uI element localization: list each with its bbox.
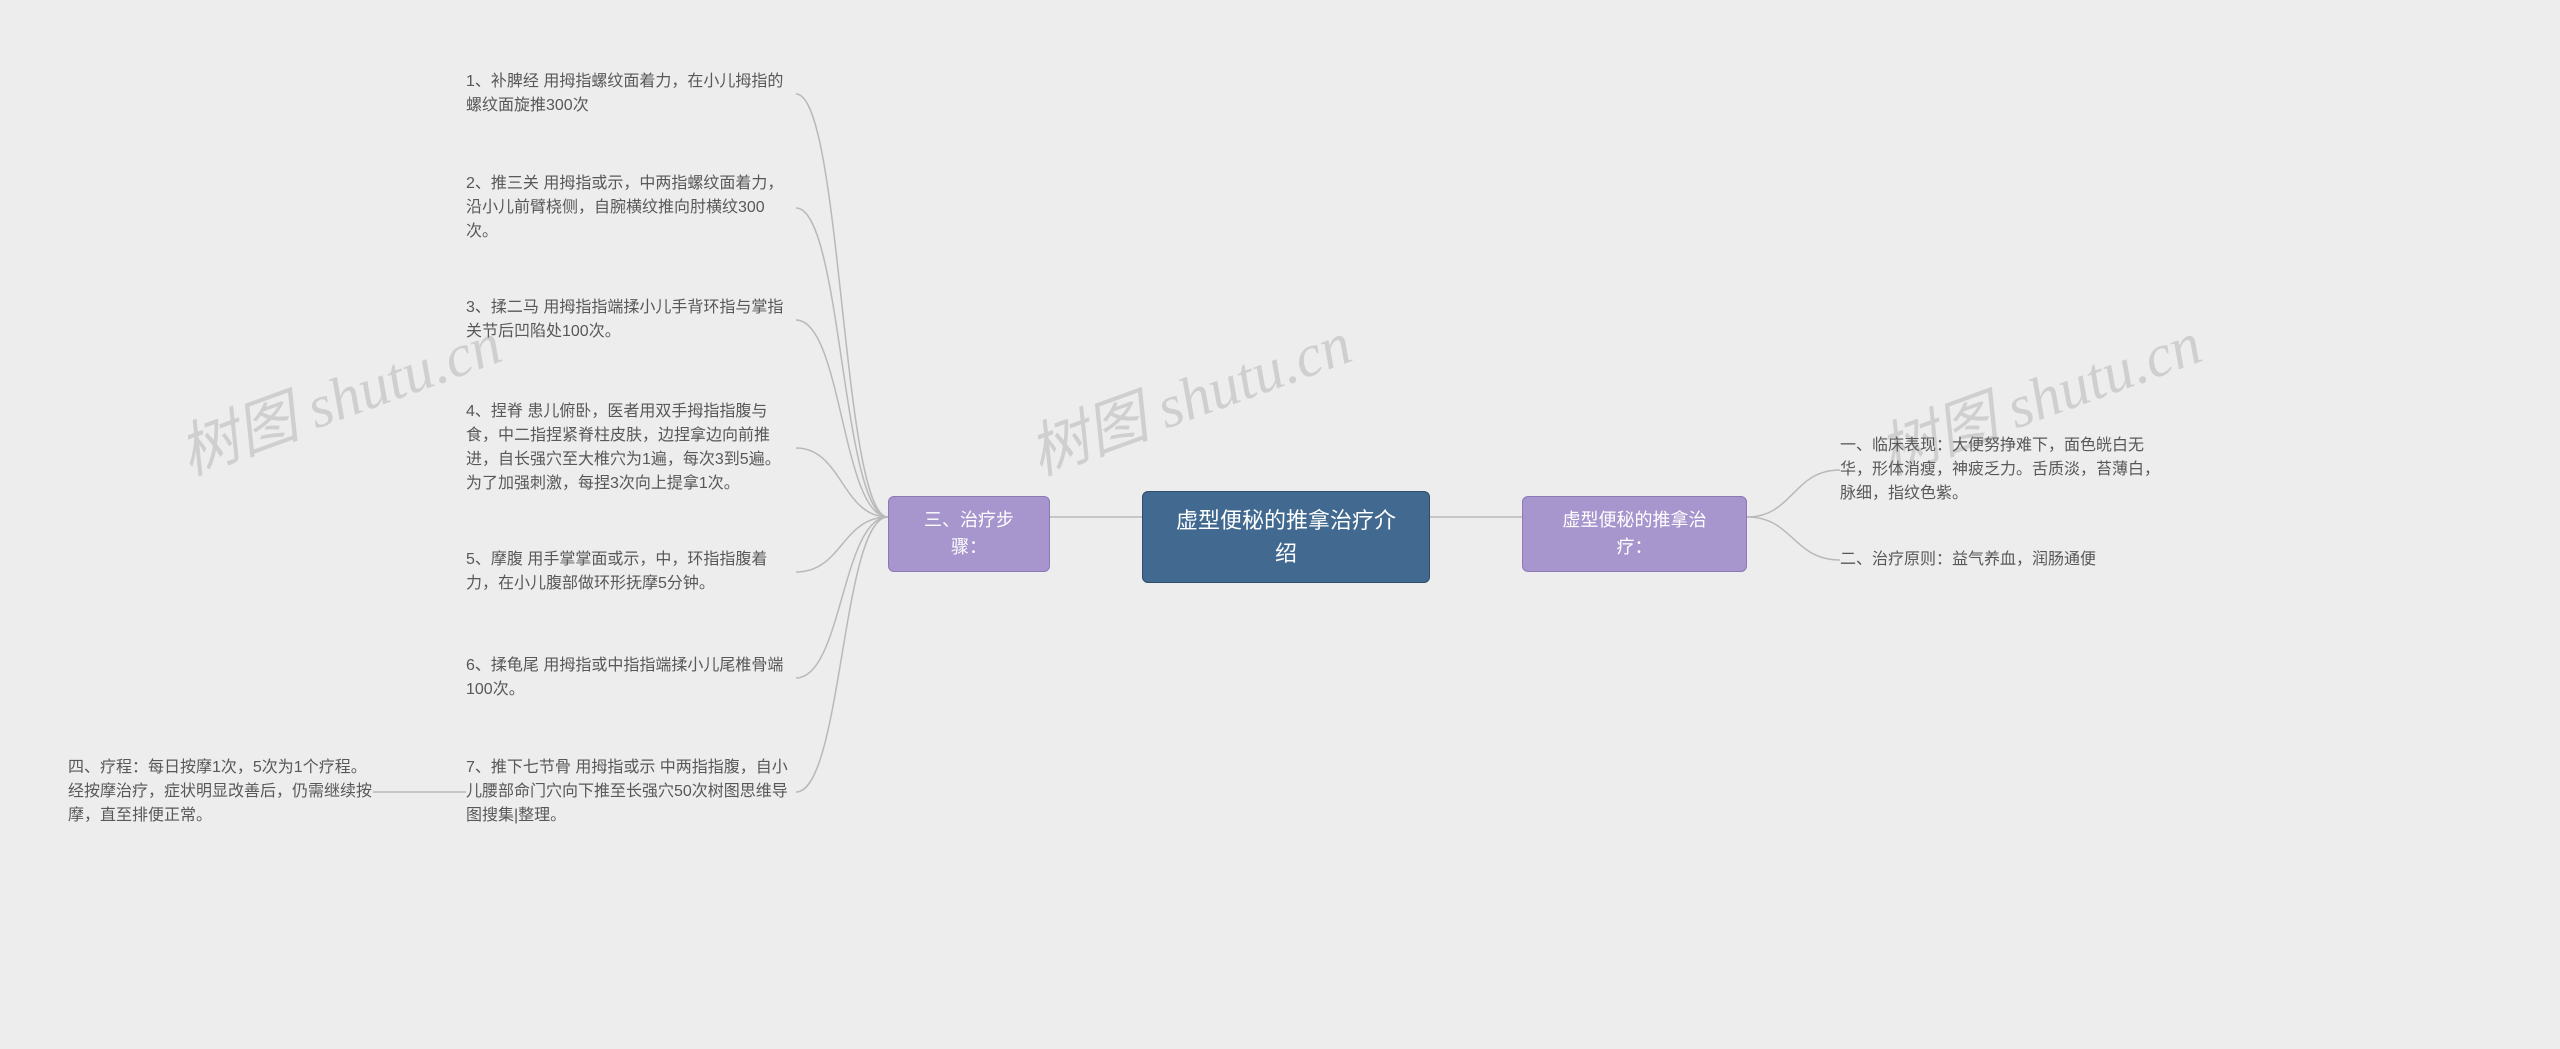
watermark-2: 树图 shutu.cn: [1015, 295, 1361, 492]
left-leaf-2: 2、推三关 用拇指或示，中两指螺纹面着力，沿小儿前臂桡侧，自腕横纹推向肘横纹30…: [466, 172, 796, 244]
left-leaf-7-child: 四、疗程：每日按摩1次，5次为1个疗程。经按摩治疗，症状明显改善后，仍需继续按摩…: [68, 756, 373, 828]
watermark-1: 树图 shutu.cn: [165, 295, 511, 492]
root-node[interactable]: 虚型便秘的推拿治疗介绍: [1142, 491, 1430, 583]
right-leaf-2: 二、治疗原则：益气养血，润肠通便: [1840, 548, 2140, 572]
left-leaf-3: 3、揉二马 用拇指指端揉小儿手背环指与掌指关节后凹陷处100次。: [466, 296, 796, 344]
branch-left[interactable]: 三、治疗步骤：: [888, 496, 1050, 572]
left-leaf-7: 7、推下七节骨 用拇指或示 中两指指腹，自小儿腰部命门穴向下推至长强穴50次树图…: [466, 756, 796, 828]
right-leaf-1: 一、临床表现：大便努挣难下，面色㿠白无华，形体消瘦，神疲乏力。舌质淡，苔薄白，脉…: [1840, 434, 2170, 506]
left-leaf-6: 6、揉龟尾 用拇指或中指指端揉小儿尾椎骨端100次。: [466, 654, 796, 702]
left-leaf-4: 4、捏脊 患儿俯卧，医者用双手拇指指腹与食，中二指捏紧脊柱皮肤，边捏拿边向前推进…: [466, 400, 796, 496]
branch-right[interactable]: 虚型便秘的推拿治疗：: [1522, 496, 1747, 572]
left-leaf-1: 1、补脾经 用拇指螺纹面着力，在小儿拇指的螺纹面旋推300次: [466, 70, 796, 118]
left-leaf-5: 5、摩腹 用手掌掌面或示，中，环指指腹着力，在小儿腹部做环形抚摩5分钟。: [466, 548, 796, 596]
